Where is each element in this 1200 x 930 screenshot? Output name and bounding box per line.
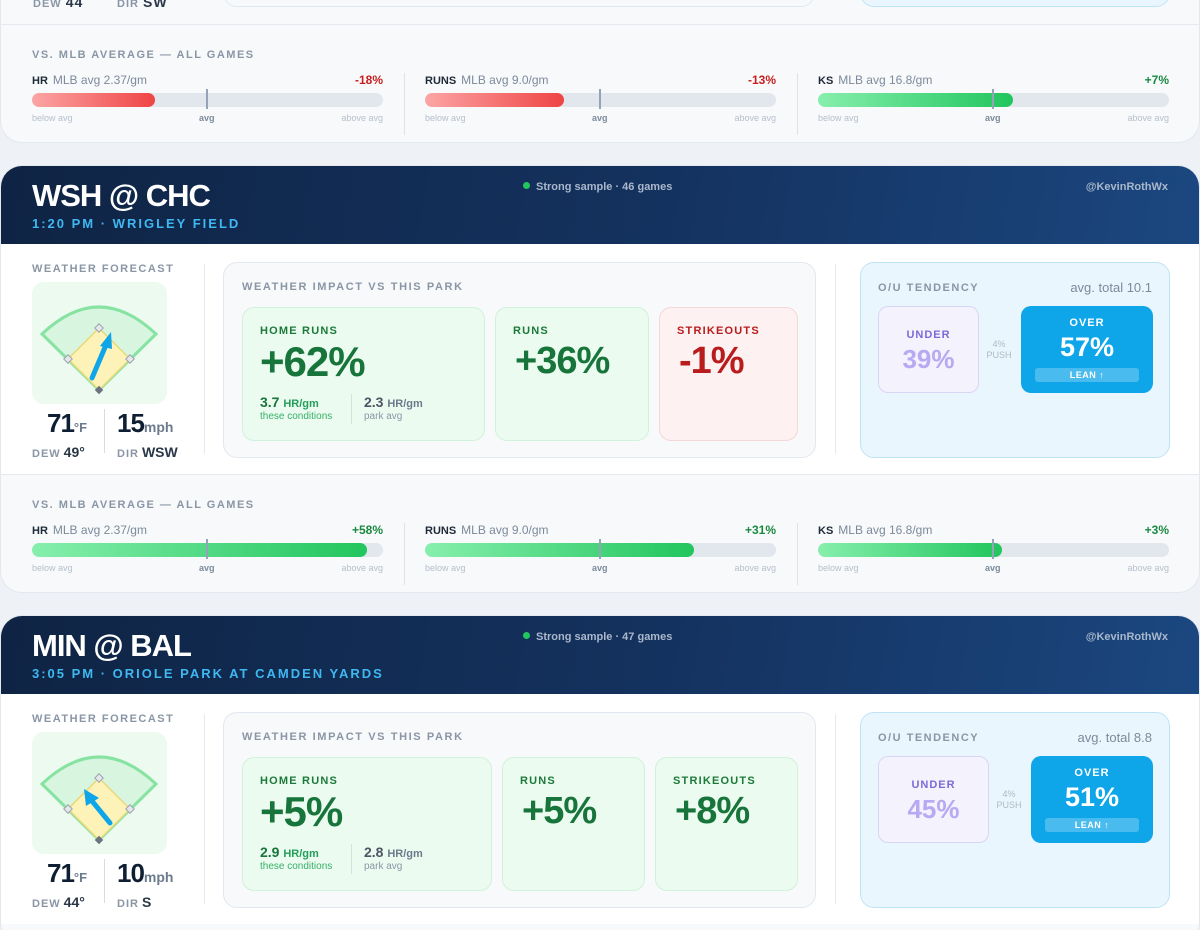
- avg-total: avg. total 10.1: [1070, 280, 1152, 295]
- wind-arrow-icon: [89, 342, 109, 381]
- game-main: WEATHER FORECAST 71°F 10mph DEW 44° DIR S: [1, 694, 1199, 924]
- game-time-venue: 1:20 PM · WRIGLEY FIELD: [32, 216, 241, 231]
- previous-game-card: DEW 44 DIR SW VS. MLB AVERAGE — ALL GAME…: [0, 0, 1200, 143]
- runs-impact-pct: +36%: [515, 340, 610, 382]
- runs-impact-pct: +5%: [522, 790, 597, 832]
- matchup-title: WSH @ CHC: [32, 178, 211, 213]
- metric-ks: KS MLB avg 16.8/gm +3% below avg avg abov…: [818, 523, 1169, 573]
- impact-label: WEATHER IMPACT VS THIS PARK: [242, 281, 464, 293]
- avg-total: avg. total 8.8: [1077, 730, 1152, 745]
- wind-speed: 15mph: [117, 408, 174, 438]
- sample-indicator: Strong sample · 47 games: [523, 631, 672, 643]
- strikeouts-tile: STRIKEOUTS -1%: [659, 307, 798, 441]
- vs-label: VS. MLB AVERAGE — ALL GAMES: [32, 49, 255, 61]
- wind-arrow-icon: [89, 798, 113, 826]
- ou-tendency-panel: O/U TENDENCY avg. total 10.1 UNDER 39% 4…: [860, 262, 1170, 458]
- temperature: 71°F: [47, 858, 88, 888]
- metric-fill: [32, 93, 155, 107]
- hr-impact-pct: +62%: [260, 338, 366, 385]
- avg-tick: [206, 539, 208, 559]
- divider: [1, 24, 1199, 25]
- field-icon: [39, 305, 159, 395]
- wind-direction: DIR S: [117, 894, 152, 910]
- metric-pct: -13%: [747, 73, 776, 87]
- metric-fill: [818, 93, 1013, 107]
- strikeouts-tile: STRIKEOUTS +8%: [655, 757, 798, 891]
- previous-dew: DEW 44: [33, 0, 84, 10]
- metric-runs: RUNS MLB avg 9.0/gm -13% below avg avg ab…: [425, 73, 776, 123]
- avg-tick: [599, 539, 601, 559]
- avg-tick: [599, 89, 601, 109]
- temperature: 71°F: [47, 408, 88, 438]
- previous-impact-panel: [223, 0, 815, 7]
- over-box: OVER 57% LEAN ↑: [1021, 306, 1153, 393]
- under-box: UNDER 45%: [878, 756, 989, 843]
- field-icon: [39, 755, 159, 845]
- under-box: UNDER 39%: [878, 306, 979, 393]
- previous-dir: DIR SW: [117, 0, 168, 10]
- wind-speed: 10mph: [117, 858, 174, 888]
- metric-pct: +7%: [1144, 73, 1169, 87]
- matchup-title: MIN @ BAL: [32, 628, 192, 663]
- weather-label: WEATHER FORECAST: [32, 713, 175, 725]
- status-dot-icon: [523, 182, 530, 189]
- ballpark-wind-diagram: [32, 732, 167, 854]
- dew-point: DEW 44°: [32, 894, 85, 910]
- over-box: OVER 51% LEAN ↑: [1031, 756, 1153, 843]
- metric-fill: [818, 543, 1003, 557]
- game-time-venue: 3:05 PM · ORIOLE PARK AT CAMDEN YARDS: [32, 666, 384, 681]
- dew-point: DEW 49°: [32, 444, 85, 460]
- lean-badge: LEAN ↑: [1045, 818, 1139, 832]
- metric-hr: HR MLB avg 2.37/gm -18% below avg avg abo…: [32, 73, 383, 123]
- runs-tile: RUNS +5%: [502, 757, 645, 891]
- impact-label: WEATHER IMPACT VS THIS PARK: [242, 731, 464, 743]
- vs-label: VS. MLB AVERAGE — ALL GAMES: [32, 499, 255, 511]
- metric-hr: HR MLB avg 2.37/gm +58% below avg avg abo…: [32, 523, 383, 573]
- home-runs-tile: HOME RUNS +62% 3.7 HR/gm these condition…: [242, 307, 485, 441]
- home-runs-tile: HOME RUNS +5% 2.9 HR/gm these conditions…: [242, 757, 492, 891]
- metric-fill: [425, 93, 564, 107]
- avg-tick: [992, 539, 994, 559]
- avg-tick: [206, 89, 208, 109]
- runs-tile: RUNS +36%: [495, 307, 649, 441]
- ou-tendency-panel: O/U TENDENCY avg. total 8.8 UNDER 45% 4%…: [860, 712, 1170, 908]
- game-header: MIN @ BAL 3:05 PM · ORIOLE PARK AT CAMDE…: [1, 616, 1199, 694]
- weather-impact-panel: WEATHER IMPACT VS THIS PARK HOME RUNS +5…: [223, 712, 816, 908]
- push-pct: 4% PUSH: [996, 789, 1022, 810]
- ks-impact-pct: +8%: [675, 790, 750, 832]
- previous-vs-mlb: VS. MLB AVERAGE — ALL GAMES HR MLB avg 2.…: [1, 25, 1200, 145]
- metric-fill: [425, 543, 694, 557]
- author-handle: @KevinRothWx: [1085, 181, 1168, 193]
- ks-impact-pct: -1%: [679, 340, 745, 382]
- wind-direction: DIR WSW: [117, 444, 178, 460]
- sample-indicator: Strong sample · 46 games: [523, 181, 672, 193]
- lean-badge: LEAN ↑: [1035, 368, 1139, 382]
- hr-impact-pct: +5%: [260, 788, 343, 835]
- game-card-min-bal: MIN @ BAL 3:05 PM · ORIOLE PARK AT CAMDE…: [0, 615, 1200, 930]
- weather-label: WEATHER FORECAST: [32, 263, 175, 275]
- avg-tick: [992, 89, 994, 109]
- metric-ks: KS MLB avg 16.8/gm +7% below avg avg abov…: [818, 73, 1169, 123]
- game-card-wsh-chc: WSH @ CHC 1:20 PM · WRIGLEY FIELD Strong…: [0, 165, 1200, 593]
- metric-runs: RUNS MLB avg 9.0/gm +31% below avg avg ab…: [425, 523, 776, 573]
- previous-ou-panel: [860, 0, 1170, 7]
- metric-fill: [32, 543, 368, 557]
- game-main: WEATHER FORECAST 71°F 15mph DEW 49° DIR WS…: [1, 244, 1199, 474]
- game-header: WSH @ CHC 1:20 PM · WRIGLEY FIELD Strong…: [1, 166, 1199, 244]
- ballpark-wind-diagram: [32, 282, 167, 404]
- author-handle: @KevinRothWx: [1085, 631, 1168, 643]
- weather-impact-panel: WEATHER IMPACT VS THIS PARK HOME RUNS +6…: [223, 262, 816, 458]
- push-pct: 4% PUSH: [986, 339, 1012, 360]
- vs-mlb-average: VS. MLB AVERAGE — ALL GAMES HR MLB avg 2.…: [1, 474, 1199, 592]
- metric-pct: -18%: [354, 73, 383, 87]
- status-dot-icon: [523, 632, 530, 639]
